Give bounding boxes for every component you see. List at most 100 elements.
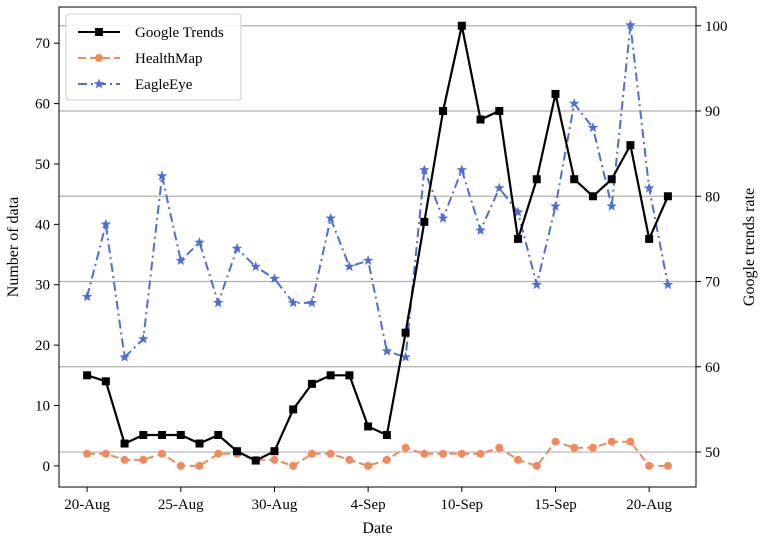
x-tick-label: 4-Sep xyxy=(351,497,386,513)
data-point-healthmap xyxy=(476,449,485,458)
data-point-eagleeye xyxy=(213,297,224,308)
data-point-healthmap xyxy=(439,449,448,458)
data-point-google-trends xyxy=(439,107,448,116)
y-tick-label-left: 70 xyxy=(35,36,50,52)
data-point-eagleeye xyxy=(550,200,561,211)
x-tick-label: 10-Sep xyxy=(441,497,484,513)
data-point-google-trends xyxy=(588,192,597,201)
data-point-healthmap xyxy=(345,455,354,464)
data-point-google-trends xyxy=(551,89,560,98)
data-point-healthmap xyxy=(551,437,560,446)
plot-frame xyxy=(58,6,697,488)
data-point-eagleeye xyxy=(231,243,243,253)
x-tick-label: 20-Aug xyxy=(626,497,672,513)
data-point-healthmap xyxy=(532,461,541,470)
x-axis-label: Date xyxy=(362,520,392,537)
data-point-eagleeye xyxy=(606,200,617,211)
data-point-eagleeye xyxy=(119,351,130,362)
y-tick-label-left: 50 xyxy=(35,157,50,173)
legend-marker-google-trends xyxy=(95,28,103,36)
data-point-healthmap xyxy=(214,449,223,458)
data-point-google-trends xyxy=(476,115,485,124)
data-point-healthmap xyxy=(307,449,316,458)
y-tick-label-right: 50 xyxy=(705,445,720,461)
data-point-healthmap xyxy=(401,443,410,452)
data-point-google-trends xyxy=(120,439,129,448)
data-point-eagleeye xyxy=(100,218,112,229)
series-line-healthmap xyxy=(87,440,668,468)
data-point-healthmap xyxy=(101,449,110,458)
data-point-google-trends xyxy=(570,175,579,184)
series-layer xyxy=(81,19,674,470)
data-point-healthmap xyxy=(626,437,635,446)
data-point-healthmap xyxy=(495,443,504,452)
y-tick-label-right: 90 xyxy=(705,104,720,120)
data-point-healthmap xyxy=(382,455,391,464)
data-point-google-trends xyxy=(232,447,241,456)
data-point-google-trends xyxy=(195,439,204,448)
series-healthmap xyxy=(83,437,672,470)
data-point-healthmap xyxy=(663,461,672,470)
data-point-google-trends xyxy=(532,175,541,184)
data-point-eagleeye xyxy=(419,164,430,175)
data-point-eagleeye xyxy=(194,236,205,247)
data-point-google-trends xyxy=(101,377,110,386)
data-point-healthmap xyxy=(420,449,429,458)
data-point-healthmap xyxy=(645,461,654,470)
data-point-eagleeye xyxy=(494,182,505,193)
data-point-healthmap xyxy=(457,449,466,458)
data-point-eagleeye xyxy=(475,224,486,235)
series-line-eagleeye xyxy=(86,24,669,360)
y-tick-label-left: 10 xyxy=(35,398,50,414)
data-point-healthmap xyxy=(176,461,185,470)
y-tick-label-left: 60 xyxy=(35,97,50,113)
data-point-healthmap xyxy=(120,455,129,464)
data-point-healthmap xyxy=(195,461,204,470)
data-point-google-trends xyxy=(251,456,260,465)
data-point-healthmap xyxy=(588,443,597,452)
data-point-eagleeye xyxy=(287,297,299,308)
legend-label-eagleeye: EagleEye xyxy=(135,77,193,93)
data-point-eagleeye xyxy=(456,164,468,175)
x-tick-label: 25-Aug xyxy=(158,497,204,513)
data-point-healthmap xyxy=(158,449,167,458)
data-point-eagleeye xyxy=(362,255,374,266)
legend-marker-healthmap xyxy=(95,54,103,62)
data-point-eagleeye xyxy=(643,182,655,193)
data-point-eagleeye xyxy=(625,19,636,30)
data-point-google-trends xyxy=(176,430,185,439)
data-point-eagleeye xyxy=(400,351,411,362)
y-tick-label-left: 40 xyxy=(35,217,50,233)
data-point-google-trends xyxy=(158,430,167,439)
legend-label-google-trends: Google Trends xyxy=(135,25,224,41)
y-axis-label-right: Google trends rate xyxy=(741,188,758,306)
data-point-eagleeye xyxy=(156,170,168,181)
legend: Google Trends HealthMap EagleEye xyxy=(65,13,242,101)
data-point-healthmap xyxy=(326,449,335,458)
data-point-eagleeye xyxy=(512,206,524,217)
x-tick-label: 30-Aug xyxy=(252,497,298,513)
data-point-eagleeye xyxy=(81,291,93,302)
data-point-healthmap xyxy=(514,455,523,464)
data-point-healthmap xyxy=(289,461,298,470)
y-tick-label-left: 0 xyxy=(43,459,51,475)
legend-label-healthmap: HealthMap xyxy=(135,51,202,67)
data-point-google-trends xyxy=(139,430,148,439)
y-tick-label-right: 60 xyxy=(705,360,720,376)
data-point-google-trends xyxy=(326,371,335,380)
y-tick-label-right: 70 xyxy=(705,275,720,291)
data-point-google-trends xyxy=(457,21,466,30)
data-point-healthmap xyxy=(83,449,92,458)
data-point-google-trends xyxy=(663,192,672,201)
data-point-eagleeye xyxy=(138,333,149,344)
y-tick-label-right: 80 xyxy=(705,189,720,205)
data-point-eagleeye xyxy=(250,261,261,272)
data-point-google-trends xyxy=(626,141,635,150)
data-point-google-trends xyxy=(289,405,298,414)
data-point-google-trends xyxy=(214,430,223,439)
data-point-google-trends xyxy=(645,234,654,243)
data-point-eagleeye xyxy=(381,345,393,356)
data-point-google-trends xyxy=(401,328,410,337)
